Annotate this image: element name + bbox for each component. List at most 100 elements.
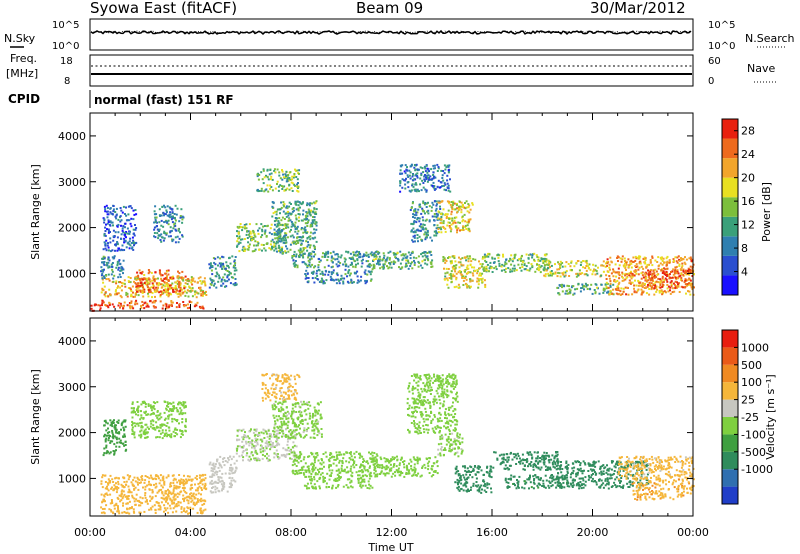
heat-cell bbox=[636, 265, 639, 268]
heat-cell bbox=[227, 265, 230, 267]
heat-cell bbox=[434, 167, 436, 170]
heat-cell bbox=[103, 433, 106, 436]
heat-cell bbox=[556, 275, 559, 278]
heat-cell bbox=[230, 276, 233, 279]
heat-cell bbox=[171, 238, 173, 241]
heat-cell bbox=[406, 181, 409, 184]
heat-cell bbox=[119, 276, 122, 278]
heat-cell bbox=[625, 269, 627, 271]
heat-cell bbox=[444, 261, 447, 264]
heat-cell bbox=[172, 401, 175, 404]
heat-cell bbox=[159, 290, 162, 293]
heat-cell bbox=[102, 217, 105, 220]
heat-cell bbox=[234, 278, 237, 280]
heat-cell bbox=[315, 221, 318, 224]
heat-cell bbox=[570, 269, 573, 271]
heat-cell bbox=[131, 420, 134, 423]
heat-cell bbox=[116, 488, 119, 491]
heat-cell bbox=[106, 222, 109, 225]
heat-cell bbox=[684, 269, 687, 272]
heat-cell bbox=[563, 284, 565, 287]
heat-cell bbox=[176, 410, 179, 413]
heat-cell bbox=[518, 258, 521, 261]
heat-cell bbox=[297, 241, 300, 244]
heat-cell bbox=[469, 271, 472, 274]
heat-cell bbox=[123, 419, 126, 422]
heat-cell bbox=[336, 258, 339, 260]
heat-cell bbox=[293, 209, 295, 212]
heat-cell bbox=[447, 169, 450, 172]
heat-cell bbox=[182, 291, 185, 294]
heat-cell bbox=[473, 266, 476, 269]
heat-cell bbox=[192, 492, 195, 495]
heat-cell bbox=[169, 284, 171, 287]
heat-cell bbox=[661, 272, 664, 274]
heat-cell bbox=[269, 440, 272, 443]
heat-cell bbox=[181, 234, 184, 237]
heat-cell bbox=[158, 482, 161, 485]
heat-cell bbox=[160, 496, 163, 499]
heat-cell bbox=[169, 408, 172, 410]
heat-cell bbox=[268, 435, 271, 438]
heat-cell bbox=[468, 286, 471, 289]
heat-cell bbox=[147, 269, 150, 271]
heat-cell bbox=[239, 223, 242, 225]
heat-cell bbox=[348, 274, 351, 277]
heat-cell bbox=[275, 429, 278, 432]
heat-cell bbox=[558, 268, 561, 271]
heat-cell bbox=[435, 204, 438, 207]
heat-cell bbox=[283, 455, 286, 458]
heat-cell bbox=[427, 234, 429, 237]
heat-cell bbox=[285, 170, 288, 173]
heat-cell bbox=[263, 190, 266, 193]
heat-cell bbox=[311, 202, 313, 205]
heat-cell bbox=[105, 504, 108, 507]
heat-cell bbox=[117, 285, 120, 288]
heat-cell bbox=[456, 229, 459, 232]
heat-cell bbox=[361, 255, 364, 258]
heat-cell bbox=[635, 284, 638, 287]
heat-cell bbox=[460, 270, 462, 273]
heat-cell bbox=[542, 268, 545, 271]
heat-cell bbox=[146, 476, 149, 478]
heat-cell bbox=[427, 174, 430, 177]
heat-cell bbox=[177, 295, 180, 298]
heat-cell bbox=[123, 282, 126, 285]
heat-cell bbox=[386, 256, 389, 259]
heat-cell bbox=[450, 277, 453, 280]
heat-cell bbox=[170, 402, 173, 405]
heat-cell bbox=[120, 289, 123, 292]
heat-cell bbox=[547, 272, 550, 275]
heat-cell bbox=[446, 213, 449, 216]
heat-cell bbox=[420, 225, 423, 228]
heat-cell bbox=[524, 268, 527, 271]
heat-cell bbox=[106, 210, 109, 213]
heat-cell bbox=[188, 512, 191, 515]
heat-cell bbox=[146, 283, 149, 286]
heat-cell bbox=[266, 457, 268, 460]
heat-cell bbox=[333, 279, 336, 282]
heat-cell bbox=[332, 271, 335, 274]
heat-cell bbox=[448, 256, 451, 259]
heat-cell bbox=[107, 258, 110, 261]
heat-cell bbox=[461, 220, 464, 223]
colorbar-tick-label: 16 bbox=[741, 195, 755, 208]
heat-cell bbox=[308, 203, 311, 206]
heat-cell bbox=[345, 250, 348, 253]
heat-cell bbox=[120, 281, 123, 284]
heat-cell bbox=[419, 229, 422, 232]
heat-cell bbox=[282, 185, 284, 188]
heat-cell bbox=[125, 206, 127, 209]
heat-cell bbox=[327, 250, 330, 253]
heat-cell bbox=[450, 281, 453, 284]
heat-cell bbox=[157, 277, 159, 280]
heat-cell bbox=[131, 422, 134, 425]
heat-cell bbox=[223, 279, 226, 282]
heat-cell bbox=[146, 304, 149, 307]
heat-cell bbox=[293, 430, 296, 433]
heat-cell bbox=[155, 485, 158, 488]
heat-cell bbox=[100, 274, 103, 277]
heat-cell bbox=[100, 270, 103, 273]
heat-cell bbox=[426, 231, 429, 234]
heat-cell bbox=[139, 289, 142, 292]
